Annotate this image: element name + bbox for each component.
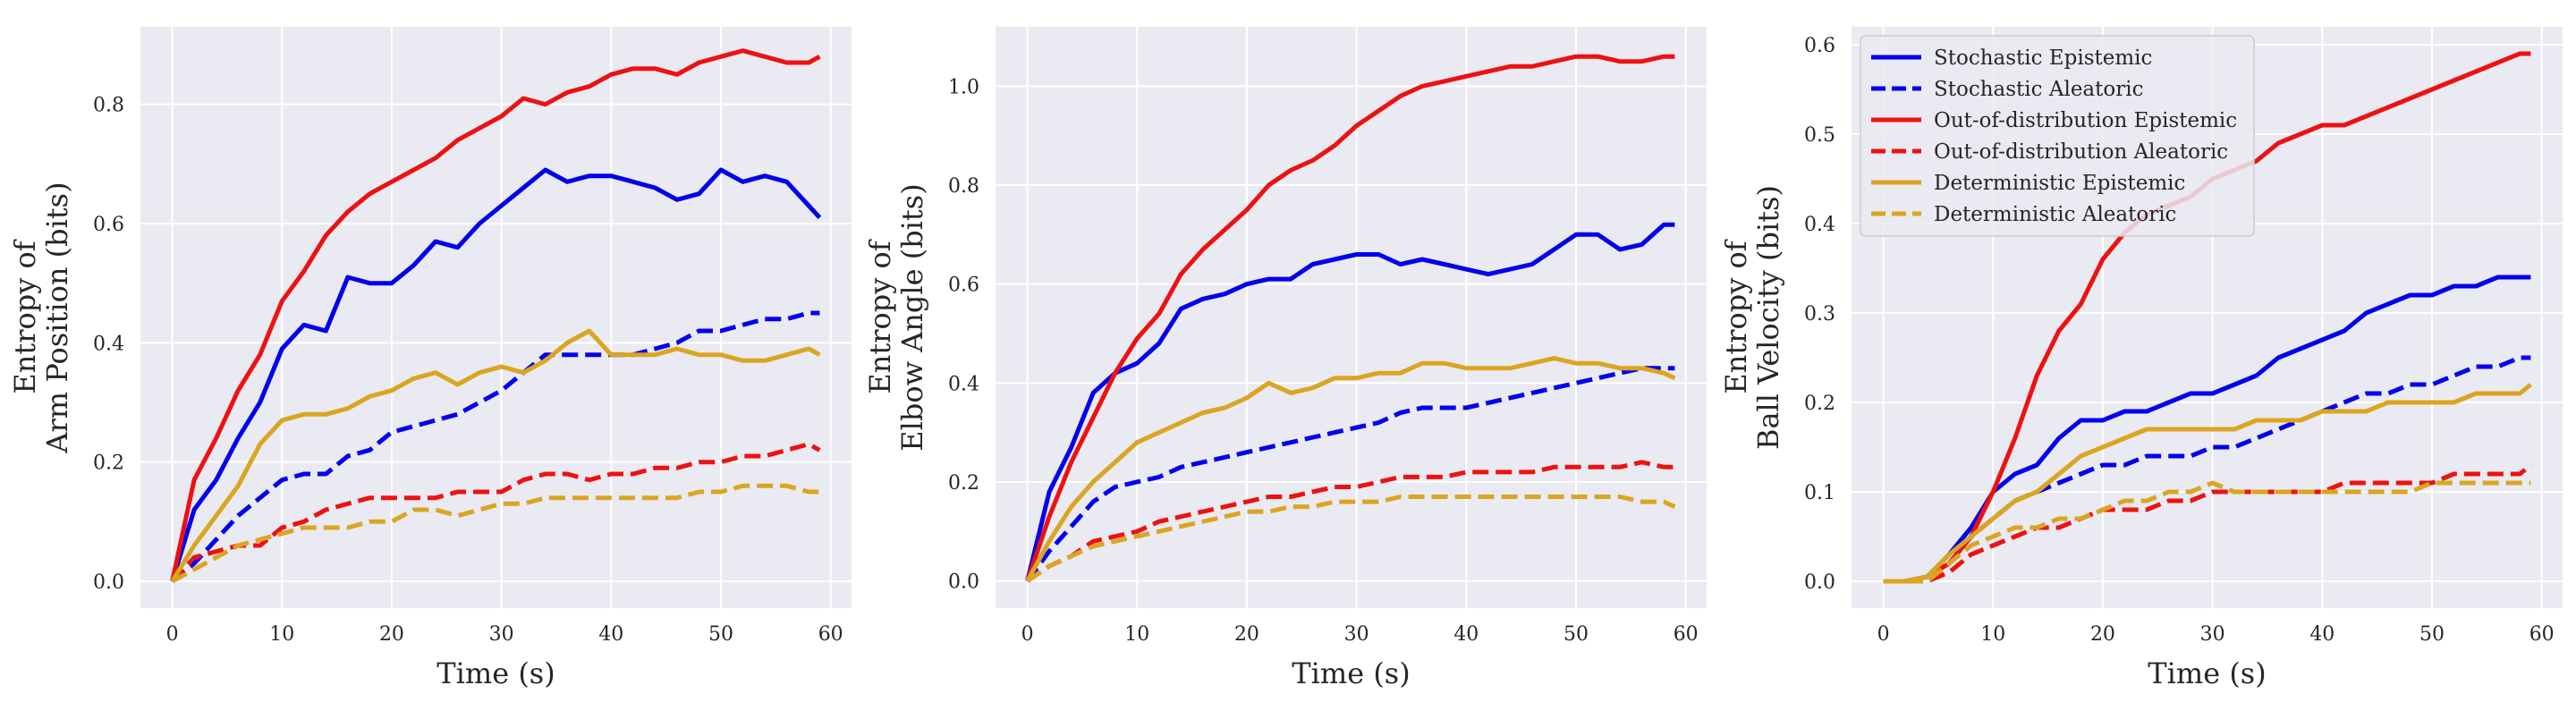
x-tick-label: 10: [269, 623, 294, 646]
series-line-out-of-distribution-aleatoric: [1883, 463, 2532, 584]
series-line-stochastic-epistemic: [170, 167, 822, 582]
y-tick-label: 0.6: [93, 214, 124, 236]
x-tick-label: 0: [166, 623, 179, 646]
series-line-deterministic-aleatoric: [1026, 495, 1676, 583]
y-tick-label: 0.3: [1804, 303, 1835, 326]
y-tick-label: 0.0: [1804, 571, 1835, 594]
y-tick-label: 0.5: [1804, 124, 1835, 147]
y-axis-label-line-1: Entropy of: [8, 239, 42, 393]
y-tick-label: 0.6: [948, 275, 979, 297]
x-tick-label: 30: [2200, 623, 2225, 646]
legend-label: Out-of-distribution Epistemic: [1934, 109, 2237, 132]
x-tick-label: 60: [818, 623, 843, 646]
y-tick-label: 0.8: [948, 175, 979, 198]
y-tick-label: 0.0: [93, 571, 124, 594]
y-tick-label: 0.2: [948, 472, 979, 495]
x-tick-label: 40: [598, 623, 623, 646]
y-tick-label: 0.8: [93, 95, 124, 117]
series-line-out-of-distribution-epistemic: [170, 48, 821, 582]
x-axis-label: Time (s): [1292, 656, 1410, 690]
series-line-stochastic-aleatoric: [171, 310, 820, 583]
y-tick-label: 0.4: [93, 333, 124, 355]
x-tick-label: 30: [1344, 623, 1369, 646]
series-line-out-of-distribution-aleatoric: [170, 442, 821, 583]
x-tick-label: 0: [1877, 623, 1890, 646]
series-line-deterministic-aleatoric: [171, 483, 820, 584]
y-tick-label: 0.0: [948, 571, 979, 594]
y-tick-label: 0.2: [93, 453, 124, 475]
x-tick-label: 50: [708, 623, 733, 646]
plot-area: [996, 27, 1707, 608]
x-tick-label: 10: [1980, 623, 2005, 646]
y-axis-label-line-1: Entropy of: [1719, 239, 1753, 393]
y-axis-label-line-2: Ball Velocity (bits): [1751, 185, 1785, 450]
series-line-out-of-distribution-aleatoric: [1026, 460, 1675, 583]
y-tick-label: 0.1: [1804, 482, 1835, 504]
series-line-deterministic-epistemic: [170, 328, 821, 583]
y-axis-label-line-1: Entropy of: [863, 239, 897, 393]
series-line-stochastic-aleatoric: [1025, 366, 1675, 583]
chart-panel-1: 0.0 0.2 0.4 0.6 0.8 0 10 20 30 40 50 60 Time (s) Entr…: [8, 27, 852, 690]
legend-label: Stochastic Epistemic: [1934, 47, 2152, 70]
x-axis-label: Time (s): [2148, 656, 2266, 690]
x-tick-label: 40: [1453, 623, 1479, 646]
series-line-deterministic-epistemic: [1883, 383, 2532, 584]
series-line-deterministic-epistemic: [1025, 356, 1676, 582]
legend-label: Deterministic Epistemic: [1934, 172, 2185, 195]
x-tick-label: 0: [1021, 623, 1034, 646]
x-tick-label: 50: [1563, 623, 1589, 646]
y-tick-label: 1.0: [948, 76, 979, 98]
x-tick-label: 20: [2090, 623, 2115, 646]
series-line-out-of-distribution-epistemic: [1025, 54, 1675, 582]
y-tick-label: 0.2: [1804, 393, 1835, 415]
plot-area: [140, 27, 852, 608]
x-tick-label: 50: [2419, 623, 2445, 646]
x-tick-label: 40: [2309, 623, 2334, 646]
legend: Stochastic Epistemic Stochastic Aleatoric…: [1860, 35, 2255, 237]
legend-label: Deterministic Aleatoric: [1934, 203, 2176, 226]
y-axis-label-line-2: Arm Position (bits): [40, 182, 74, 453]
x-tick-label: 20: [1234, 623, 1259, 646]
legend-label: Stochastic Aleatoric: [1934, 78, 2143, 101]
legend-frame: [1860, 35, 2255, 237]
y-axis-label-line-2: Elbow Angle (bits): [895, 183, 929, 451]
legend-label: Out-of-distribution Aleatoric: [1934, 140, 2228, 164]
y-tick-label: 0.4: [1804, 214, 1835, 236]
series-line-deterministic-aleatoric: [1883, 480, 2531, 584]
x-tick-label: 20: [379, 623, 404, 646]
y-tick-label: 0.6: [1804, 35, 1835, 57]
x-tick-label: 60: [1674, 623, 1699, 646]
y-tick-label: 0.4: [948, 373, 979, 395]
x-tick-label: 10: [1124, 623, 1149, 646]
chart-panel-2: 0.0 0.2 0.4 0.6 0.8 1.0 0 10 20 30 40 50 60 Time (s) E…: [863, 27, 1707, 690]
x-axis-label: Time (s): [436, 656, 555, 690]
x-tick-label: 60: [2529, 623, 2555, 646]
x-tick-label: 30: [489, 623, 514, 646]
series-line-stochastic-epistemic: [1025, 222, 1675, 582]
